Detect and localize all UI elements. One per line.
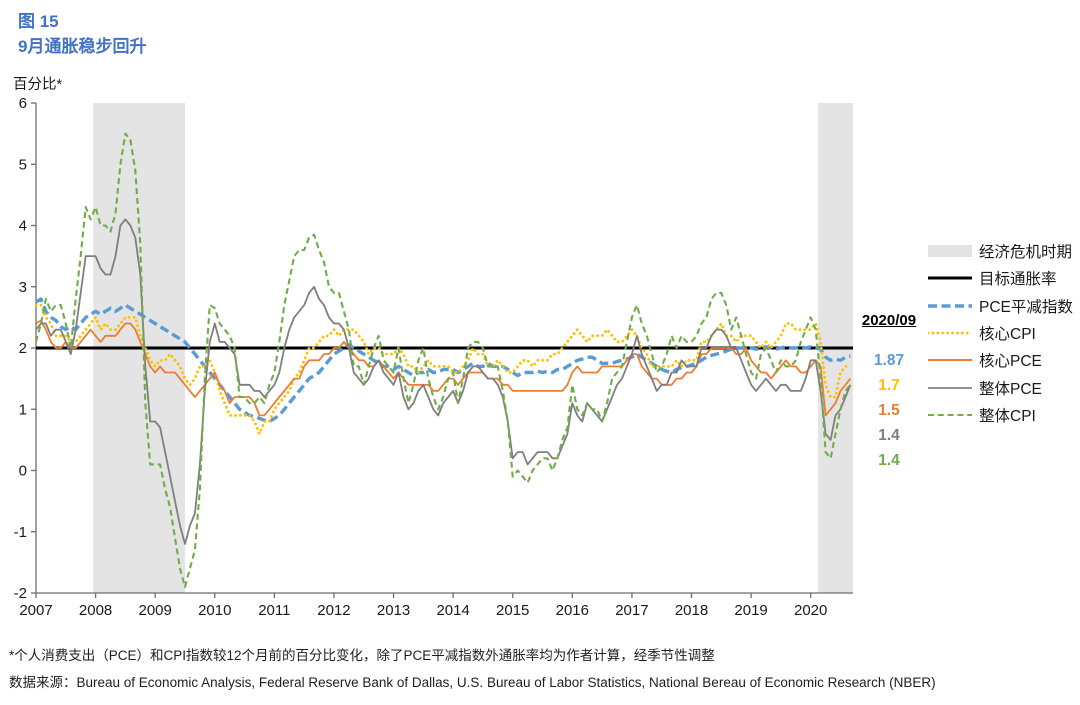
legend-item-PCE平减指数: PCE平减指数	[928, 296, 1073, 316]
legend-swatch-short-dash-icon	[928, 413, 972, 416]
y-tick-label: 1	[19, 401, 27, 418]
x-tick-label: 2016	[556, 602, 589, 619]
y-tick-label: 5	[19, 156, 27, 173]
x-tick-label: 2012	[317, 602, 350, 619]
legend-item-label: 目标通胀率	[979, 271, 1057, 289]
legend-item-核心PCE: 核心PCE	[928, 350, 1042, 370]
x-tick-label: 2007	[19, 602, 52, 619]
legend-item-整体PCE: 整体PCE	[928, 378, 1042, 398]
y-tick-label: 0	[19, 463, 27, 480]
x-tick-label: 2009	[138, 602, 171, 619]
legend-item-label: 核心PCE	[979, 353, 1042, 371]
footnote-source: 数据来源：Bureau of Economic Analysis, Federa…	[9, 675, 936, 690]
legend-item-label: PCE平减指数	[979, 298, 1073, 316]
legend-swatch-solid-icon	[928, 276, 972, 280]
y-tick-label: 2	[19, 340, 27, 357]
x-tick-label: 2017	[615, 602, 648, 619]
latest-values-column: 2020/09 1.87 1.7 1.5 1.4 1.4	[852, 312, 926, 469]
x-tick-label: 2008	[79, 602, 112, 619]
latest-value: 1.87	[873, 352, 905, 369]
latest-value: 1.4	[878, 427, 900, 444]
latest-value: 1.5	[878, 402, 900, 419]
legend-swatch-solid-icon	[928, 386, 972, 389]
latest-values-header: 2020/09	[861, 312, 917, 329]
y-tick-label: 4	[19, 218, 27, 235]
legend-swatch-band-icon	[928, 245, 972, 257]
x-tick-label: 2014	[436, 602, 469, 619]
legend-swatch-long-dash-icon	[928, 303, 972, 308]
legend-item-经济危机时期: 经济危机时期	[928, 241, 1072, 261]
x-tick-label: 2019	[734, 602, 767, 619]
x-tick-label: 2010	[198, 602, 231, 619]
legend-item-label: 经济危机时期	[979, 244, 1073, 261]
y-tick-label: -2	[14, 585, 27, 602]
x-tick-label: 2018	[675, 602, 708, 619]
footnote-definition: *个人消费支出（PCE）和CPI指数较12个月前的百分比变化，除了PCE平减指数…	[9, 648, 715, 663]
x-tick-label: 2013	[377, 602, 410, 619]
legend-swatch-dot-icon	[928, 331, 972, 335]
legend-item-核心CPI: 核心CPI	[928, 323, 1036, 343]
y-tick-label: 6	[19, 95, 27, 112]
series-line-整体CPI	[34, 132, 852, 588]
latest-value: 1.7	[878, 377, 900, 394]
x-tick-label: 2015	[496, 602, 529, 619]
legend-item-label: 整体PCE	[979, 380, 1042, 398]
legend-item-目标通胀率: 目标通胀率	[928, 268, 1057, 288]
y-tick-label: -1	[14, 524, 27, 541]
y-axis-unit-label: 百分比*	[13, 77, 63, 93]
figure-number: 图 15	[18, 12, 59, 31]
legend-item-label: 整体CPI	[979, 407, 1036, 425]
y-tick-label: 3	[19, 279, 27, 296]
legend-item-label: 核心CPI	[979, 325, 1036, 343]
series-line-整体PCE	[35, 218, 852, 545]
latest-value: 1.4	[878, 452, 900, 469]
legend-item-整体CPI: 整体CPI	[928, 405, 1036, 425]
series-line-核心PCE	[35, 319, 852, 417]
legend-swatch-solid-icon	[928, 359, 972, 362]
series-line-PCE平减指数	[35, 297, 851, 424]
x-tick-label: 2011	[258, 602, 290, 619]
x-tick-label: 2020	[794, 602, 827, 619]
figure-title: 9月通胀稳步回升	[18, 37, 147, 56]
